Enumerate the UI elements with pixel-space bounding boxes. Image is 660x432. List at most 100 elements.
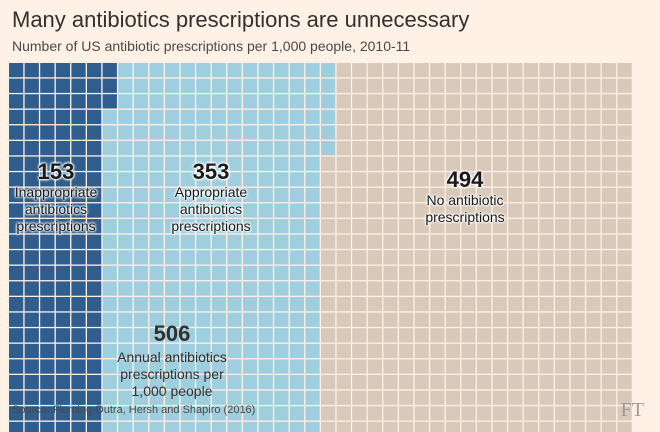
cell-inappropriate bbox=[40, 78, 55, 93]
cell-no-antibiotic bbox=[601, 187, 617, 203]
cell-no-antibiotic bbox=[399, 203, 414, 218]
cell-no-antibiotic bbox=[383, 297, 398, 312]
cell-appropriate bbox=[133, 203, 149, 218]
cell-appropriate bbox=[211, 219, 227, 234]
cell-appropriate bbox=[211, 375, 227, 390]
cell-no-antibiotic bbox=[508, 265, 523, 281]
cell-inappropriate bbox=[71, 203, 86, 218]
cell-no-antibiotic bbox=[523, 141, 539, 156]
cell-no-antibiotic bbox=[586, 156, 601, 171]
cell-no-antibiotic bbox=[555, 375, 570, 390]
cell-appropriate bbox=[118, 141, 133, 156]
cell-appropriate bbox=[274, 359, 289, 374]
cell-appropriate bbox=[227, 234, 242, 249]
cell-no-antibiotic bbox=[367, 297, 383, 312]
cell-inappropriate bbox=[9, 265, 24, 281]
cell-no-antibiotic bbox=[570, 203, 585, 218]
cell-appropriate bbox=[165, 172, 180, 187]
cell-no-antibiotic bbox=[445, 141, 461, 156]
cell-no-antibiotic bbox=[367, 187, 383, 203]
cell-no-antibiotic bbox=[414, 390, 429, 405]
cell-appropriate bbox=[118, 203, 133, 218]
cell-no-antibiotic bbox=[601, 156, 617, 171]
cell-appropriate bbox=[102, 219, 117, 234]
cell-inappropriate bbox=[9, 125, 24, 140]
cell-inappropriate bbox=[24, 297, 39, 312]
cell-appropriate bbox=[211, 156, 227, 171]
cell-inappropriate bbox=[55, 406, 71, 421]
cell-appropriate bbox=[243, 63, 258, 78]
cell-appropriate bbox=[227, 265, 242, 281]
cell-no-antibiotic bbox=[508, 78, 523, 93]
cell-appropriate bbox=[227, 109, 242, 125]
cell-appropriate bbox=[305, 187, 320, 203]
cell-appropriate bbox=[305, 156, 320, 171]
cell-appropriate bbox=[211, 265, 227, 281]
cell-appropriate bbox=[165, 203, 180, 218]
cell-appropriate bbox=[118, 219, 133, 234]
cell-appropriate bbox=[149, 125, 164, 140]
cell-no-antibiotic bbox=[539, 187, 554, 203]
cell-no-antibiotic bbox=[336, 109, 351, 125]
cell-no-antibiotic bbox=[523, 125, 539, 140]
cell-no-antibiotic bbox=[352, 390, 367, 405]
cell-appropriate bbox=[149, 265, 164, 281]
cell-appropriate bbox=[274, 234, 289, 249]
cell-no-antibiotic bbox=[570, 125, 585, 140]
cell-appropriate bbox=[196, 156, 211, 171]
cell-appropriate bbox=[118, 109, 133, 125]
cell-no-antibiotic bbox=[570, 421, 585, 432]
cell-no-antibiotic bbox=[336, 203, 351, 218]
cell-no-antibiotic bbox=[352, 187, 367, 203]
cell-appropriate bbox=[227, 63, 242, 78]
cell-no-antibiotic bbox=[430, 234, 445, 249]
cell-inappropriate bbox=[87, 141, 102, 156]
cell-no-antibiotic bbox=[492, 141, 507, 156]
cell-appropriate bbox=[289, 203, 305, 218]
cell-no-antibiotic bbox=[555, 343, 570, 359]
cell-no-antibiotic bbox=[367, 359, 383, 374]
cell-no-antibiotic bbox=[617, 297, 632, 312]
cell-appropriate bbox=[118, 281, 133, 296]
cell-appropriate bbox=[102, 390, 117, 405]
cell-no-antibiotic bbox=[414, 203, 429, 218]
cell-no-antibiotic bbox=[555, 234, 570, 249]
cell-inappropriate bbox=[9, 375, 24, 390]
cell-inappropriate bbox=[40, 312, 55, 327]
cell-no-antibiotic bbox=[336, 156, 351, 171]
cell-no-antibiotic bbox=[539, 156, 554, 171]
cell-appropriate bbox=[258, 281, 273, 296]
cell-no-antibiotic bbox=[399, 406, 414, 421]
cell-inappropriate bbox=[55, 141, 71, 156]
cell-appropriate bbox=[102, 375, 117, 390]
cell-appropriate bbox=[102, 250, 117, 265]
cell-no-antibiotic bbox=[461, 297, 476, 312]
cell-no-antibiotic bbox=[570, 172, 585, 187]
cell-no-antibiotic bbox=[352, 219, 367, 234]
cell-no-antibiotic bbox=[336, 265, 351, 281]
cell-no-antibiotic bbox=[445, 109, 461, 125]
cell-no-antibiotic bbox=[523, 390, 539, 405]
cell-appropriate bbox=[321, 141, 336, 156]
cell-inappropriate bbox=[40, 390, 55, 405]
cell-no-antibiotic bbox=[477, 390, 492, 405]
cell-appropriate bbox=[258, 265, 273, 281]
cell-no-antibiotic bbox=[539, 141, 554, 156]
cell-inappropriate bbox=[9, 156, 24, 171]
cell-appropriate bbox=[227, 141, 242, 156]
cell-no-antibiotic bbox=[586, 172, 601, 187]
cell-no-antibiotic bbox=[570, 328, 585, 343]
cell-no-antibiotic bbox=[617, 250, 632, 265]
cell-inappropriate bbox=[55, 359, 71, 374]
cell-no-antibiotic bbox=[352, 281, 367, 296]
cell-appropriate bbox=[289, 94, 305, 109]
label-no-antibiotic-line-1: No antibiotic bbox=[426, 192, 504, 208]
cell-no-antibiotic bbox=[617, 375, 632, 390]
cell-appropriate bbox=[102, 156, 117, 171]
cell-no-antibiotic bbox=[383, 312, 398, 327]
cell-appropriate bbox=[227, 281, 242, 296]
cell-appropriate bbox=[305, 78, 320, 93]
cell-no-antibiotic bbox=[508, 359, 523, 374]
cell-no-antibiotic bbox=[586, 406, 601, 421]
cell-appropriate bbox=[274, 297, 289, 312]
